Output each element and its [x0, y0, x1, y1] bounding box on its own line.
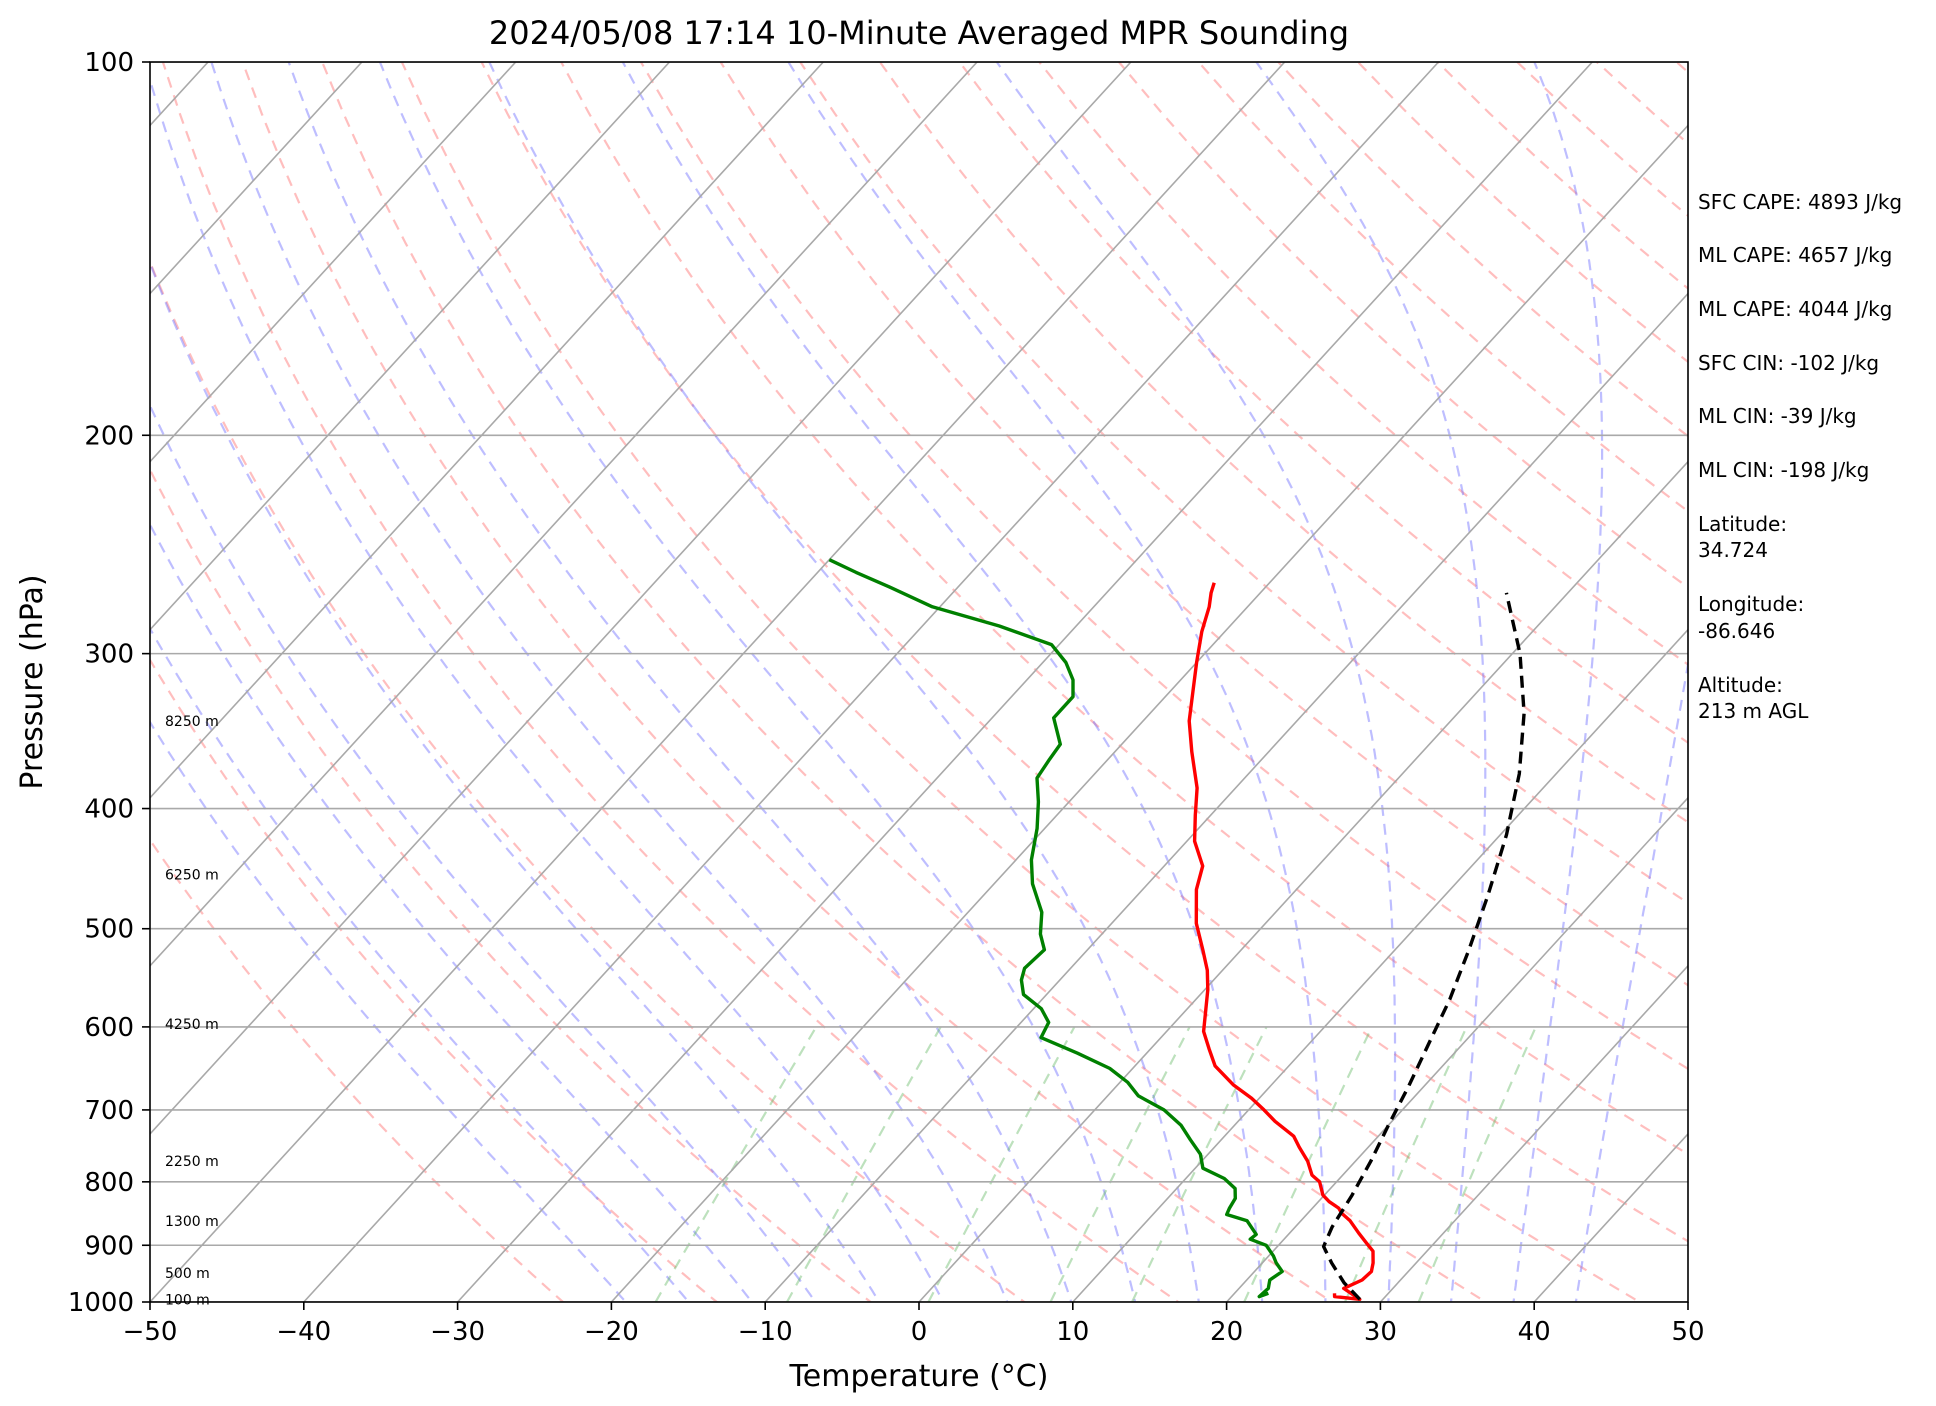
moist-adiabat-line: [787, 62, 1327, 1302]
dry-adiabat-line: [321, 62, 1488, 1302]
y-tick-label: 700: [84, 1096, 134, 1126]
moist-adiabat-line: [621, 62, 1264, 1302]
dewpoint-line: [828, 558, 1284, 1299]
isotherm-line: [1072, 628, 1688, 1302]
moist-adiabat-line: [150, 75, 945, 1302]
dry-adiabat-line: [161, 62, 1181, 1302]
dry-adiabat-line: [480, 62, 1688, 1243]
moist-adiabat-line: [150, 720, 628, 1302]
plot-background: [150, 62, 1688, 1302]
sfc-cape-text: SFC CAPE: 4893 J/kg: [1698, 190, 1902, 214]
latitude-label: Latitude:: [1698, 512, 1787, 536]
x-axis-label: Temperature (°C): [789, 1359, 1049, 1394]
y-tick-label: 600: [84, 1013, 134, 1043]
height-label: 4250 m: [165, 1017, 219, 1033]
dry-adiabat-line: [560, 62, 1688, 1156]
mixing-ratio-line: [1417, 1026, 1537, 1302]
height-label: 6250 m: [165, 867, 219, 883]
dry-adiabat-line: [150, 467, 873, 1302]
isotherm-line: [150, 62, 1286, 1302]
moist-adiabat-line: [150, 402, 817, 1302]
height-label: 500 m: [165, 1266, 210, 1282]
moist-adiabat-line: [287, 62, 1073, 1302]
x-tick-label: 30: [1364, 1317, 1397, 1347]
temperature-line: [1187, 582, 1375, 1301]
y-tick-label: 800: [84, 1168, 134, 1198]
moist-adiabat-line: [210, 62, 1009, 1302]
dry-adiabat-line: [150, 657, 719, 1302]
altitude-value: 213 m AGL: [1698, 699, 1809, 723]
height-label: 2250 m: [165, 1154, 219, 1170]
isotherm-line: [150, 62, 824, 799]
y-tick-label: 400: [84, 795, 134, 825]
info-panel: SFC CAPE: 4893 J/kg ML CAPE: 4657 J/kg M…: [1698, 190, 1902, 723]
isotherm-line: [303, 62, 1440, 1302]
moist-adiabat-line: [995, 62, 1397, 1302]
isotherm-line: [1379, 964, 1688, 1302]
dry-adiabat-line: [799, 62, 1688, 905]
y-axis-label: Pressure (hPa): [15, 574, 50, 789]
longitude-value: -86.646: [1698, 619, 1775, 643]
y-tick-label: 1000: [68, 1288, 134, 1318]
altitude-label: Altitude:: [1698, 673, 1783, 697]
x-tick-label: −20: [584, 1317, 639, 1347]
height-label: 1300 m: [165, 1214, 219, 1230]
x-tick-label: 50: [1671, 1317, 1704, 1347]
x-tick-label: 10: [1056, 1317, 1089, 1347]
longitude-label: Longitude:: [1698, 592, 1804, 616]
chart-title: 2024/05/08 17:14 10-Minute Averaged MPR …: [489, 14, 1349, 52]
moist-adiabat-line: [150, 626, 691, 1302]
x-tick-label: −50: [123, 1317, 178, 1347]
dry-adiabat-line: [241, 62, 1335, 1302]
moist-adiabat-line: [150, 260, 881, 1302]
dry-adiabat-line: [1038, 62, 1688, 666]
dry-adiabat-line: [719, 62, 1688, 987]
ml-cin-text: ML CIN: -39 J/kg: [1698, 404, 1857, 428]
moist-adiabat-line: [1512, 62, 1604, 1302]
ml-cape-text-2: ML CAPE: 4044 J/kg: [1698, 297, 1892, 321]
dry-adiabat-line: [958, 62, 1688, 745]
isotherm-line: [1226, 796, 1688, 1302]
y-tick-label: 200: [84, 421, 134, 451]
isotherm-line: [457, 62, 1593, 1302]
isotherm-line: [764, 292, 1688, 1302]
isotherm-line: [150, 62, 978, 968]
moist-adiabat-line: [1255, 62, 1487, 1302]
ml-cin-text-2: ML CIN: -198 J/kg: [1698, 458, 1869, 482]
moist-adiabat-line: [488, 62, 1200, 1302]
latitude-value: 34.724: [1698, 538, 1768, 562]
y-tick-label: 100: [84, 48, 134, 78]
height-label: 100 m: [165, 1292, 210, 1308]
y-tick-label: 500: [84, 915, 134, 945]
isotherm-line: [918, 460, 1688, 1302]
isotherm-line: [150, 62, 363, 295]
mixing-ratio-line: [1343, 1026, 1468, 1302]
isotherm-line: [150, 62, 671, 631]
isotherm-line: [150, 62, 517, 463]
height-label: 8250 m: [165, 714, 219, 730]
x-tick-label: −40: [276, 1317, 331, 1347]
isotherm-line: [610, 124, 1688, 1302]
parcel-line: [1321, 592, 1526, 1301]
dry-adiabat-line: [150, 258, 1027, 1302]
moist-adiabat-line: [1574, 657, 1688, 1302]
x-tick-label: 0: [911, 1317, 928, 1347]
x-tick-label: −30: [430, 1317, 485, 1347]
x-tick-label: 20: [1210, 1317, 1243, 1347]
y-tick-label: 900: [84, 1231, 134, 1261]
y-tick-label: 300: [84, 640, 134, 670]
dry-adiabat-line: [639, 62, 1688, 1071]
isotherm-line: [150, 62, 1132, 1136]
sfc-cin-text: SFC CIN: -102 J/kg: [1698, 351, 1879, 375]
moist-adiabat-line: [378, 62, 1137, 1302]
x-tick-label: −10: [738, 1317, 793, 1347]
x-tick-label: 40: [1518, 1317, 1551, 1347]
ml-cape-text: ML CAPE: 4657 J/kg: [1698, 243, 1892, 267]
